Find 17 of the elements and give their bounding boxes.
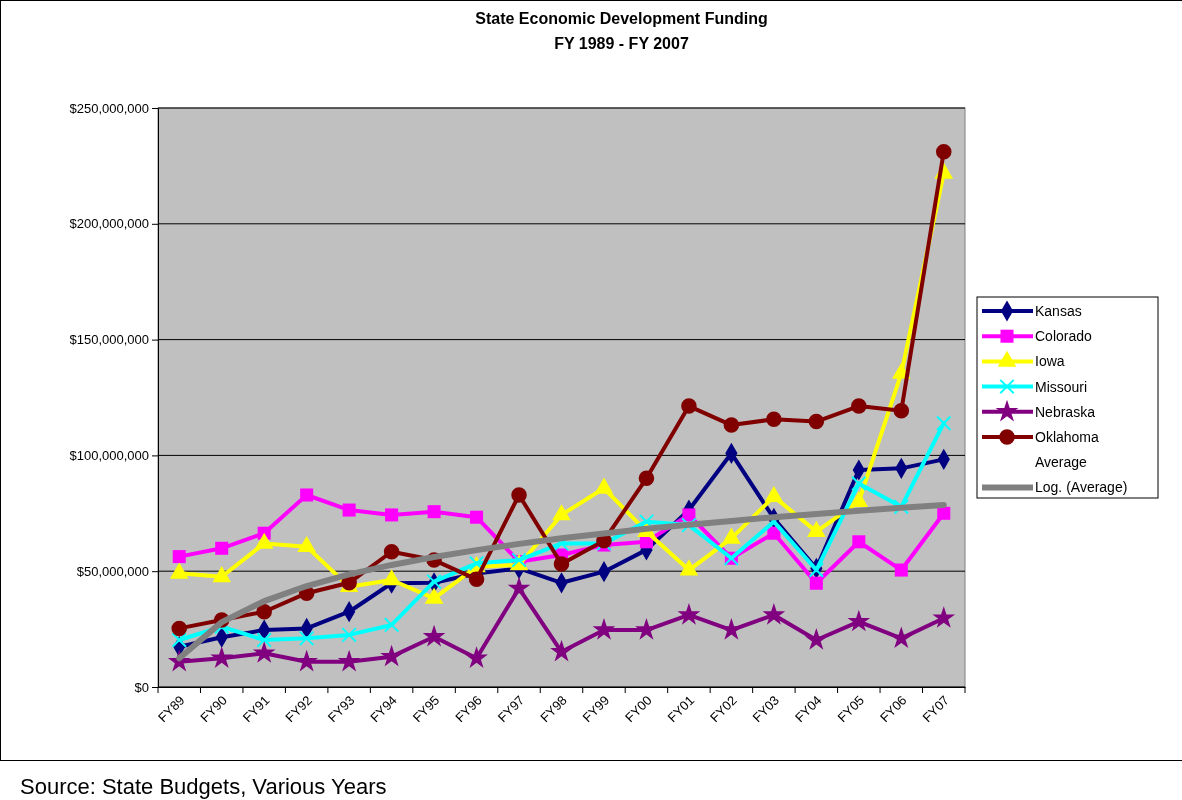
y-tick-label: $0 <box>134 679 149 695</box>
chart-title: State Economic Development Funding <box>475 10 768 27</box>
y-tick-label: $150,000,000 <box>69 332 149 348</box>
legend-label: Log. (Average) <box>1035 479 1128 496</box>
legend-label: Colorado <box>1035 328 1093 345</box>
legend-label: Nebraska <box>1035 403 1096 420</box>
source-note: Source: State Budgets, Various Years <box>20 774 387 799</box>
chart-subtitle: FY 1989 - FY 2007 <box>554 35 689 52</box>
legend-label: Missouri <box>1035 378 1088 395</box>
legend-label: Iowa <box>1035 353 1065 370</box>
y-tick-label: $250,000,000 <box>69 100 149 116</box>
text: Average <box>1035 454 1088 471</box>
y-tick-label: $200,000,000 <box>69 216 149 232</box>
y-tick-label: $100,000,000 <box>69 448 149 464</box>
legend-label: Kansas <box>1035 303 1082 319</box>
y-tick-label: $50,000,000 <box>76 563 149 579</box>
legend-label: Oklahoma <box>1035 429 1100 445</box>
